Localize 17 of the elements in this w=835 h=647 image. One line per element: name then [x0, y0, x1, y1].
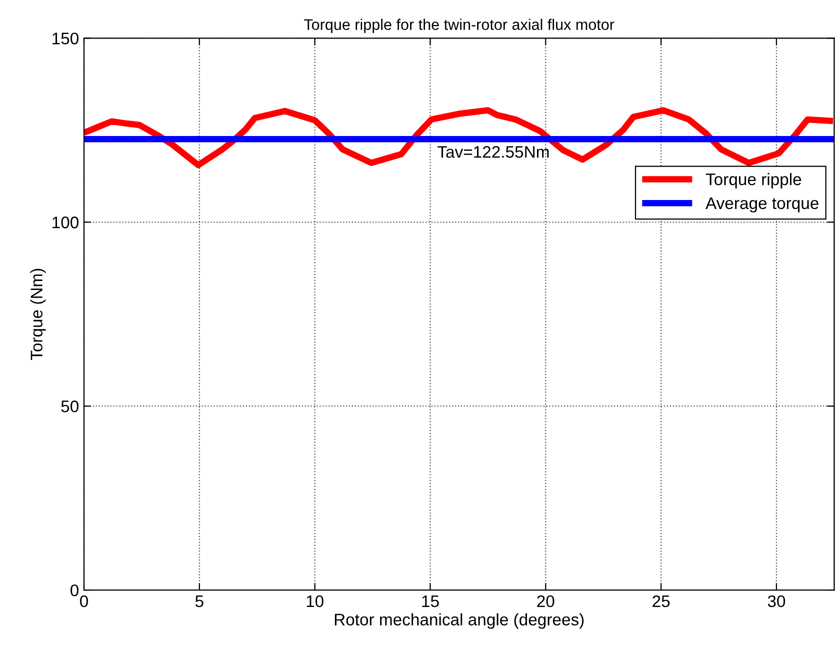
x-tick-label: 30: [768, 595, 786, 608]
y-tick-label: 150: [52, 32, 78, 44]
x-tick-label: 5: [195, 596, 204, 608]
x-tick-label: 20: [537, 595, 554, 608]
y-tick-label: 0: [70, 584, 78, 596]
annotation: Tav=122.55Nm: [438, 146, 549, 158]
y-tick-label: 100: [52, 216, 78, 228]
y-axis-title: Torque (Nm): [30, 268, 46, 360]
y-tick-label: 50: [61, 400, 78, 412]
chart-title: Torque ripple for the twin-rotor axial flux motor: [304, 18, 614, 34]
x-tick-label: 15: [422, 596, 439, 608]
x-tick-label: 10: [306, 595, 324, 608]
legend-label: Average torque: [706, 197, 818, 212]
x-tick-label: 0: [80, 595, 88, 608]
x-tick-label: 25: [652, 595, 670, 608]
x-axis-title: Rotor mechanical angle (degrees): [334, 613, 584, 629]
legend-label: Torque ripple: [706, 173, 802, 189]
